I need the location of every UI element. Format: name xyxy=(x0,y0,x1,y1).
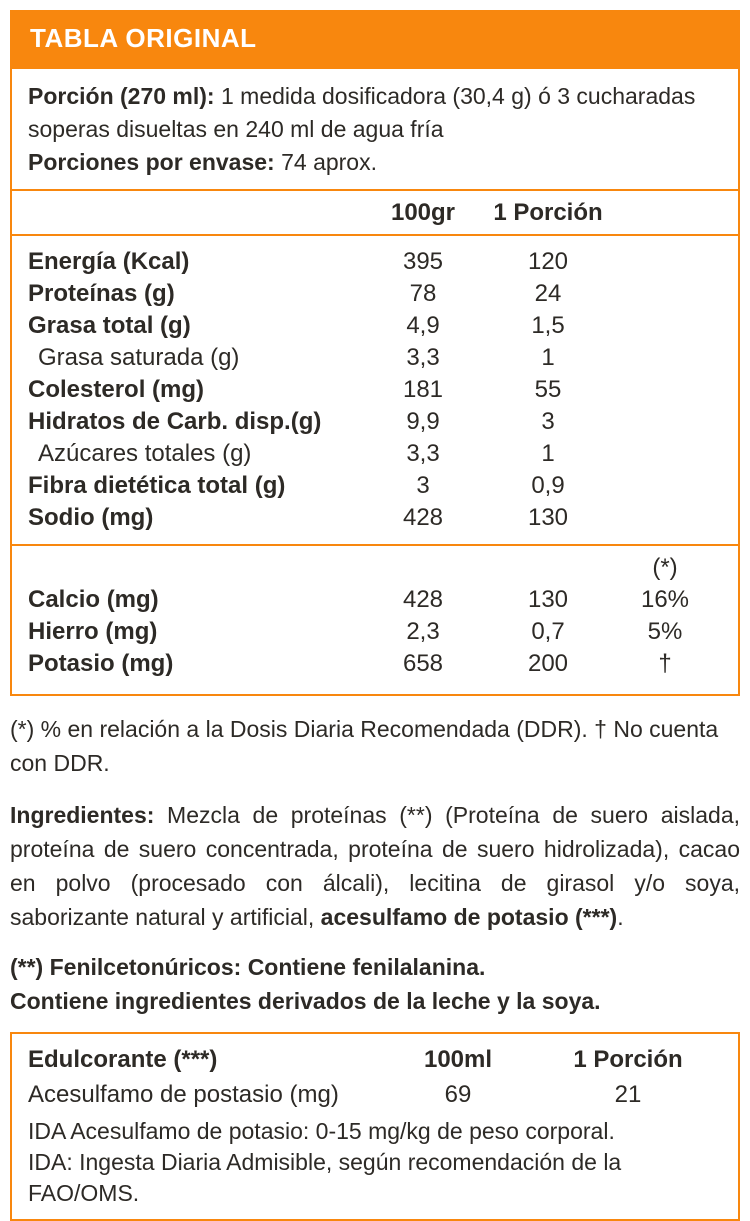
nutrition-table: Porción (270 ml): 1 medida dosificadora … xyxy=(10,67,740,696)
table-row: Colesterol (mg) 181 55 xyxy=(28,374,722,406)
title-band: TABLA ORIGINAL xyxy=(10,10,740,67)
ingredients-period: . xyxy=(617,904,624,930)
row-label: Hidratos de Carb. disp.(g) xyxy=(28,408,322,435)
portion-info: Porción (270 ml): 1 medida dosificadora … xyxy=(12,69,738,189)
nutrient-rows: Energía (Kcal) 395 120 Proteínas (g) 78 … xyxy=(12,236,738,544)
col-header-porcion: 1 Porción xyxy=(493,199,603,226)
row-value-portion: 120 xyxy=(527,248,569,275)
row-value-ddr: † xyxy=(658,650,672,677)
ingredients-text: Mezcla de proteínas (**) (Proteína de su… xyxy=(10,802,740,930)
servings-text: 74 aprox. xyxy=(274,149,377,175)
portion-text: 1 medida dosificadora (30,4 g) ó 3 cucha… xyxy=(28,83,696,142)
row-value-100: 428 xyxy=(402,586,444,613)
row-label: Sodio (mg) xyxy=(28,504,154,531)
ida-note-line: IDA: Ingesta Diaria Admisible, según rec… xyxy=(28,1149,622,1206)
row-value-100: 658 xyxy=(402,650,444,677)
row-value-100: 181 xyxy=(402,376,444,403)
row-label: Energía (Kcal) xyxy=(28,248,190,275)
row-value-100: 395 xyxy=(402,248,444,275)
page-title: TABLA ORIGINAL xyxy=(30,23,257,53)
row-value-portion: 130 xyxy=(527,504,569,531)
table-row: Grasa total (g) 4,9 1,5 xyxy=(28,310,722,342)
col-header-porcion: 1 Porción xyxy=(573,1046,683,1073)
ingredients-label: Ingredientes: xyxy=(10,802,155,828)
row-value-100: 3,3 xyxy=(406,440,440,467)
ingredients-paragraph: Ingredientes: Mezcla de proteínas (**) (… xyxy=(10,798,740,934)
servings-label: Porciones por envase: xyxy=(28,149,275,175)
table-row-sub: Grasa saturada (g) 3,3 1 xyxy=(28,342,722,374)
nutrition-label: TABLA ORIGINAL Porción (270 ml): 1 medid… xyxy=(10,10,740,1221)
ddr-header-row: (*) xyxy=(28,552,722,584)
row-value-100: 428 xyxy=(402,504,444,531)
table-row: Sodio (mg) 428 130 xyxy=(28,502,722,534)
row-label: Calcio (mg) xyxy=(28,586,159,613)
column-header-row: 100gr 1 Porción xyxy=(12,189,738,236)
row-label: Grasa total (g) xyxy=(28,312,191,339)
phenylketonurics-warning: (**) Fenilcetonúricos: Contiene fenilala… xyxy=(10,950,740,1018)
warning-line: (**) Fenilcetonúricos: Contiene fenilala… xyxy=(10,954,486,980)
row-label: Hierro (mg) xyxy=(28,618,158,645)
row-value-portion: 1 xyxy=(541,440,555,467)
table-row: Hidratos de Carb. disp.(g) 9,9 3 xyxy=(28,406,722,438)
col-header-100gr: 100gr xyxy=(390,199,456,226)
row-label: Fibra dietética total (g) xyxy=(28,472,286,499)
row-value-portion: 24 xyxy=(534,280,562,307)
ida-note-line: IDA Acesulfamo de potasio: 0-15 mg/kg de… xyxy=(28,1118,615,1144)
row-value-portion: 3 xyxy=(541,408,555,435)
row-value-100: 9,9 xyxy=(406,408,440,435)
sweetener-table: Edulcorante (***) 100ml 1 Porción Acesul… xyxy=(10,1032,740,1221)
table-row: Proteínas (g) 78 24 xyxy=(28,278,722,310)
row-label: Proteínas (g) xyxy=(28,280,175,307)
table-row-sub: Azúcares totales (g) 3,3 1 xyxy=(28,438,722,470)
row-value-ddr: 16% xyxy=(640,586,690,613)
row-value-portion: 1,5 xyxy=(531,312,565,339)
row-value-portion: 200 xyxy=(527,650,569,677)
row-value-100: 69 xyxy=(444,1081,472,1108)
row-label: Acesulfamo de postasio (mg) xyxy=(28,1081,339,1108)
row-value-portion: 130 xyxy=(527,586,569,613)
row-value-portion: 21 xyxy=(614,1081,642,1108)
sweetener-header-row: Edulcorante (***) 100ml 1 Porción xyxy=(28,1042,722,1078)
table-row: Calcio (mg) 428 130 16% xyxy=(28,584,722,616)
table-row: Energía (Kcal) 395 120 xyxy=(28,246,722,278)
row-label: Potasio (mg) xyxy=(28,650,174,677)
row-value-portion: 0,9 xyxy=(531,472,565,499)
ddr-footnote: (*) % en relación a la Dosis Diaria Reco… xyxy=(10,716,719,776)
row-value-100: 78 xyxy=(409,280,437,307)
row-value-portion: 55 xyxy=(534,376,562,403)
table-row: Hierro (mg) 2,3 0,7 5% xyxy=(28,616,722,648)
table-row: Potasio (mg) 658 200 † xyxy=(28,648,722,680)
row-value-portion: 1 xyxy=(541,344,555,371)
portion-label: Porción (270 ml): xyxy=(28,83,215,109)
ingredients-bold-tail: acesulfamo de potasio (***) xyxy=(320,904,618,930)
sweetener-title: Edulcorante (***) xyxy=(28,1046,218,1073)
table-row: Acesulfamo de postasio (mg) 69 21 xyxy=(28,1078,722,1112)
minerals-section: (*) Calcio (mg) 428 130 16% Hierro (mg) … xyxy=(12,544,738,694)
row-value-ddr: 5% xyxy=(647,618,683,645)
ddr-header: (*) xyxy=(652,554,678,581)
servings-line: Porciones por envase: 74 aprox. xyxy=(28,146,722,179)
row-value-100: 3 xyxy=(416,472,430,499)
row-label: Azúcares totales (g) xyxy=(38,440,252,467)
portion-line: Porción (270 ml): 1 medida dosificadora … xyxy=(28,80,722,146)
row-label: Colesterol (mg) xyxy=(28,376,205,403)
col-header-100ml: 100ml xyxy=(423,1046,493,1073)
warning-line: Contiene ingredientes derivados de la le… xyxy=(10,988,601,1014)
row-value-100: 4,9 xyxy=(406,312,440,339)
row-value-portion: 0,7 xyxy=(531,618,565,645)
ida-notes: IDA Acesulfamo de potasio: 0-15 mg/kg de… xyxy=(28,1116,722,1209)
row-label: Grasa saturada (g) xyxy=(38,344,240,371)
row-value-100: 3,3 xyxy=(406,344,440,371)
table-row: Fibra dietética total (g) 3 0,9 xyxy=(28,470,722,502)
row-value-100: 2,3 xyxy=(406,618,440,645)
